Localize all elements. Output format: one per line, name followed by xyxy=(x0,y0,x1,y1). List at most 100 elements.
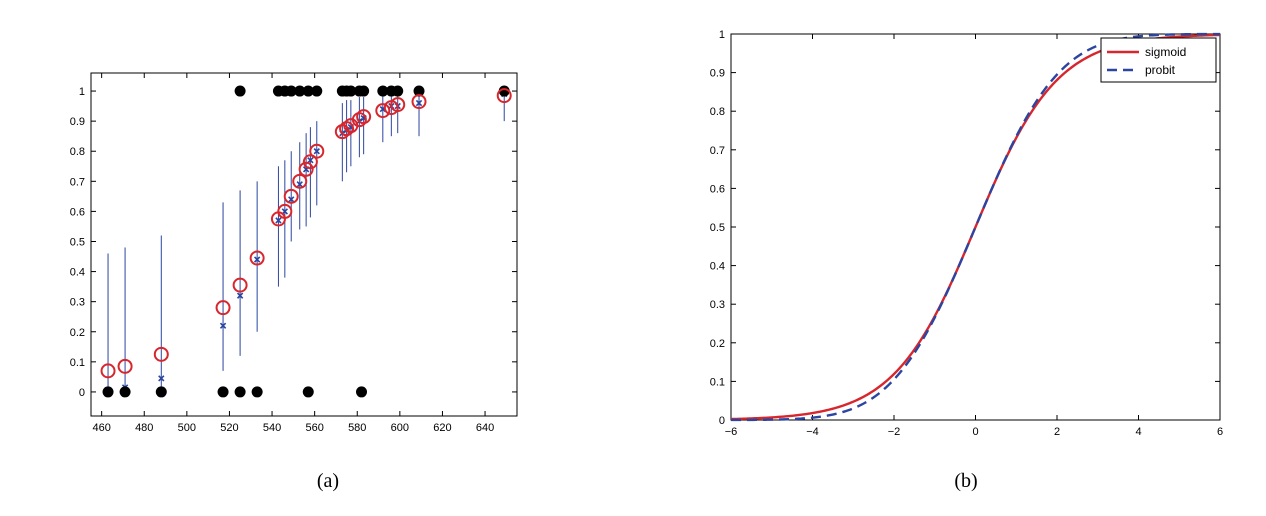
x-tick-label-a: 500 xyxy=(178,422,196,434)
y-tick-label-a: 0.9 xyxy=(70,116,85,128)
x-tick-label-a: 480 xyxy=(135,422,153,434)
prediction-circle xyxy=(375,103,391,119)
prediction-circle xyxy=(249,250,265,266)
x-tick-label-b: −2 xyxy=(888,426,901,438)
y-tick-label-a: 0.6 xyxy=(70,206,85,218)
x-tick-label-a: 560 xyxy=(305,422,323,434)
panel-b-plot: −6 −4 −2 0 2 4 6 0 0.1 0.2 0.3 0.4 0.5 0.6 0.7 0.8 0.9 1 s… xyxy=(710,29,1223,438)
prediction-circle xyxy=(215,300,231,316)
mean-x-stroke xyxy=(253,256,261,263)
y-tick-label-a: 0.4 xyxy=(70,267,85,279)
data-point xyxy=(345,85,357,97)
mean-x-stroke xyxy=(219,322,227,329)
x-tick-label-b: 6 xyxy=(1217,426,1223,438)
mean-x-marker xyxy=(158,375,165,382)
prediction-circle xyxy=(496,88,512,104)
data-point xyxy=(392,85,404,97)
y-tick-label-b: 0.4 xyxy=(710,261,725,273)
data-point xyxy=(285,85,297,97)
y-tick-label-b: 1 xyxy=(719,29,725,41)
y-tick-label-b: 0.7 xyxy=(710,145,725,157)
mean-x-marker xyxy=(307,157,314,164)
probit-line xyxy=(730,32,1221,422)
y-tick-label-b: 0.3 xyxy=(710,299,725,311)
data-point xyxy=(311,85,323,97)
data-point xyxy=(302,85,314,97)
y-tick-label-b: 0.8 xyxy=(710,106,725,118)
y-tick-label-b: 0.2 xyxy=(710,338,725,350)
y-tick-label-a: 0.3 xyxy=(70,297,85,309)
mean-x-stroke xyxy=(415,99,423,107)
data-point xyxy=(217,386,229,398)
data-point xyxy=(102,386,114,398)
x-tick-label-a: 600 xyxy=(391,422,409,434)
data-point xyxy=(294,85,306,97)
mean-x-stroke xyxy=(158,375,165,382)
legend-probit-label: probit xyxy=(1145,63,1176,77)
legend-sigmoid-label: sigmoid xyxy=(1145,45,1186,59)
data-point xyxy=(251,386,263,398)
legend-box xyxy=(1100,37,1217,83)
y-tick-label-a: 0.8 xyxy=(70,146,85,158)
mean-x-marker xyxy=(236,292,244,299)
caption-a: (a) xyxy=(317,470,339,492)
prediction-circle xyxy=(117,358,133,374)
data-point xyxy=(302,386,314,398)
y-tick-label-a: 0.2 xyxy=(70,327,85,339)
prediction-circle xyxy=(309,143,325,159)
legend-b: sigmoid probit xyxy=(1100,37,1217,83)
x-tick-label-a: 520 xyxy=(220,422,238,434)
x-tick-label-b: −4 xyxy=(806,426,819,438)
prediction-circle xyxy=(292,173,308,189)
mean-x-stroke xyxy=(236,292,244,299)
data-point xyxy=(234,85,246,97)
caption-b: (b) xyxy=(954,470,977,492)
mean-x-marker xyxy=(288,196,295,203)
y-tick-label-a: 0.1 xyxy=(70,357,85,369)
panel-a-plot: 460 480 500 520 540 560 580 600 620 640 0 0.1 0.2 0.3… xyxy=(70,72,518,434)
prediction-circle xyxy=(356,109,372,125)
data-point xyxy=(119,386,131,398)
prediction-circle xyxy=(277,203,293,219)
data-point xyxy=(498,85,510,97)
mean-x-marker xyxy=(219,322,227,329)
y-tick-label-b: 0.1 xyxy=(710,376,725,388)
plot-a-frame xyxy=(90,72,518,417)
prediction-circle xyxy=(100,363,116,379)
prediction-circle xyxy=(390,97,406,113)
x-tick-label-a: 540 xyxy=(263,422,281,434)
prediction-circle xyxy=(298,161,314,177)
prediction-circle xyxy=(302,154,318,170)
mean-x-stroke xyxy=(313,148,320,155)
x-tick-label-b: −6 xyxy=(725,426,738,438)
x-tick-label-a: 620 xyxy=(433,422,451,434)
y-tick-label-b: 0 xyxy=(719,415,725,427)
data-point xyxy=(234,386,246,398)
x-tick-label-a: 460 xyxy=(92,422,110,434)
mean-x-stroke xyxy=(288,196,295,203)
y-tick-label-a: 0 xyxy=(79,387,85,399)
data-point xyxy=(358,85,370,97)
mean-x-marker xyxy=(275,217,282,224)
y-tick-label-a: 1 xyxy=(79,86,85,98)
mean-x-stroke xyxy=(296,181,303,188)
y-tick-label-b: 0.6 xyxy=(710,183,725,195)
y-tick-label-a: 0.5 xyxy=(70,236,85,248)
data-point xyxy=(377,85,389,97)
x-tick-label-a: 640 xyxy=(476,422,494,434)
prediction-circle xyxy=(153,346,169,362)
x-tick-label-b: 0 xyxy=(972,426,978,438)
y-tick-label-a: 0.7 xyxy=(70,176,85,188)
prediction-circle xyxy=(283,188,299,204)
x-tick-label-a: 580 xyxy=(348,422,366,434)
mean-x-stroke xyxy=(275,217,282,224)
x-tick-label-b: 2 xyxy=(1054,426,1060,438)
mean-x-stroke xyxy=(307,157,314,164)
mean-x-marker xyxy=(415,99,423,107)
mean-x-marker xyxy=(296,181,303,188)
data-point xyxy=(413,85,425,97)
prediction-circle xyxy=(232,277,248,293)
data-point xyxy=(155,386,167,398)
data-point xyxy=(356,386,368,398)
